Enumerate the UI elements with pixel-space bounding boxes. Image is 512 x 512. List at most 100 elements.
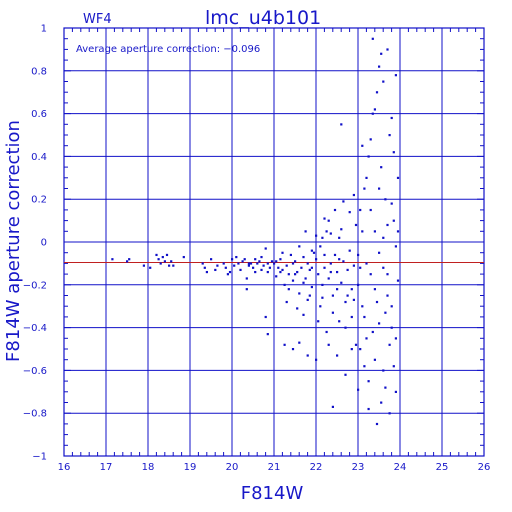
data-point <box>258 260 261 263</box>
data-point <box>306 298 309 301</box>
data-point <box>287 273 290 276</box>
data-point <box>310 285 313 289</box>
data-point <box>228 270 232 274</box>
data-point <box>344 300 347 304</box>
data-point <box>350 315 353 319</box>
x-tick-label: 16 <box>58 462 71 473</box>
data-point <box>168 264 171 267</box>
data-point <box>348 211 351 214</box>
y-tick-label: −0.4 <box>23 323 47 334</box>
average-annotation: Average aperture correction: −0.096 <box>76 44 260 55</box>
chart-title: lmc_u4b101 <box>205 7 321 29</box>
data-point <box>373 230 376 233</box>
data-point <box>382 369 385 372</box>
y-tick-label: 0.2 <box>31 195 47 206</box>
data-point <box>340 123 343 126</box>
data-point <box>216 264 219 267</box>
data-point <box>333 208 337 212</box>
data-point <box>386 294 389 297</box>
data-point <box>310 266 313 269</box>
data-point <box>357 388 360 391</box>
y-tick-label: −0.2 <box>23 280 47 291</box>
data-point <box>331 311 334 314</box>
y-axis-label: F814W aperture correction <box>3 120 24 362</box>
y-tick-label: −1 <box>32 452 47 463</box>
data-point <box>281 268 284 272</box>
data-point <box>394 390 397 393</box>
data-point <box>165 253 169 257</box>
data-point <box>317 273 320 276</box>
data-point <box>354 223 358 227</box>
data-point <box>346 294 349 297</box>
x-tick-label: 17 <box>100 462 113 473</box>
data-point <box>352 264 355 267</box>
data-point <box>338 236 341 239</box>
data-point <box>315 234 318 237</box>
data-point <box>378 65 381 68</box>
data-point <box>357 253 360 257</box>
data-point <box>336 354 339 357</box>
data-point <box>344 373 347 376</box>
data-point <box>319 245 322 248</box>
data-point <box>302 313 305 316</box>
data-point <box>170 260 173 263</box>
data-point <box>361 305 364 308</box>
data-point <box>359 208 362 212</box>
data-point <box>331 294 334 297</box>
data-point <box>359 266 362 269</box>
data-point <box>367 407 370 411</box>
data-point <box>159 262 162 265</box>
data-point <box>203 266 206 269</box>
x-tick-label: 25 <box>436 462 449 473</box>
data-point <box>336 270 339 274</box>
data-point <box>342 200 345 203</box>
data-point <box>247 262 250 265</box>
data-point <box>396 176 400 179</box>
data-point <box>329 262 332 265</box>
data-point <box>390 116 393 120</box>
data-point <box>300 266 303 269</box>
data-point <box>252 266 255 269</box>
data-point <box>371 330 374 334</box>
data-point <box>394 337 397 340</box>
data-point <box>298 292 301 295</box>
data-point <box>375 422 379 426</box>
data-point <box>142 264 145 267</box>
data-point <box>354 343 358 346</box>
data-point <box>298 245 301 248</box>
data-point <box>275 260 278 263</box>
data-point <box>382 80 385 83</box>
y-tick-label: 0.8 <box>31 66 47 77</box>
data-point <box>294 273 297 276</box>
data-point <box>304 230 307 233</box>
data-point <box>384 198 387 201</box>
data-point <box>237 262 240 265</box>
chip-label: WF4 <box>83 12 112 27</box>
data-point <box>321 236 324 239</box>
data-point <box>308 268 311 272</box>
grid <box>63 27 485 457</box>
data-point <box>243 258 246 261</box>
data-point <box>260 268 263 272</box>
data-point <box>126 260 129 263</box>
data-point <box>390 305 393 308</box>
data-point <box>277 266 280 269</box>
data-point <box>321 296 324 299</box>
data-point <box>296 307 299 310</box>
data-point <box>329 270 332 274</box>
data-point <box>304 277 307 280</box>
data-point <box>182 255 185 259</box>
data-point <box>245 288 248 291</box>
data-point <box>224 266 227 269</box>
data-point <box>283 343 286 346</box>
data-point <box>291 262 295 265</box>
data-point <box>348 249 351 252</box>
data-point <box>268 266 271 269</box>
data-point <box>338 320 341 323</box>
data-point <box>367 380 370 383</box>
data-point <box>296 270 299 274</box>
data-point <box>327 277 330 280</box>
data-point <box>287 288 290 291</box>
data-point <box>291 348 295 351</box>
